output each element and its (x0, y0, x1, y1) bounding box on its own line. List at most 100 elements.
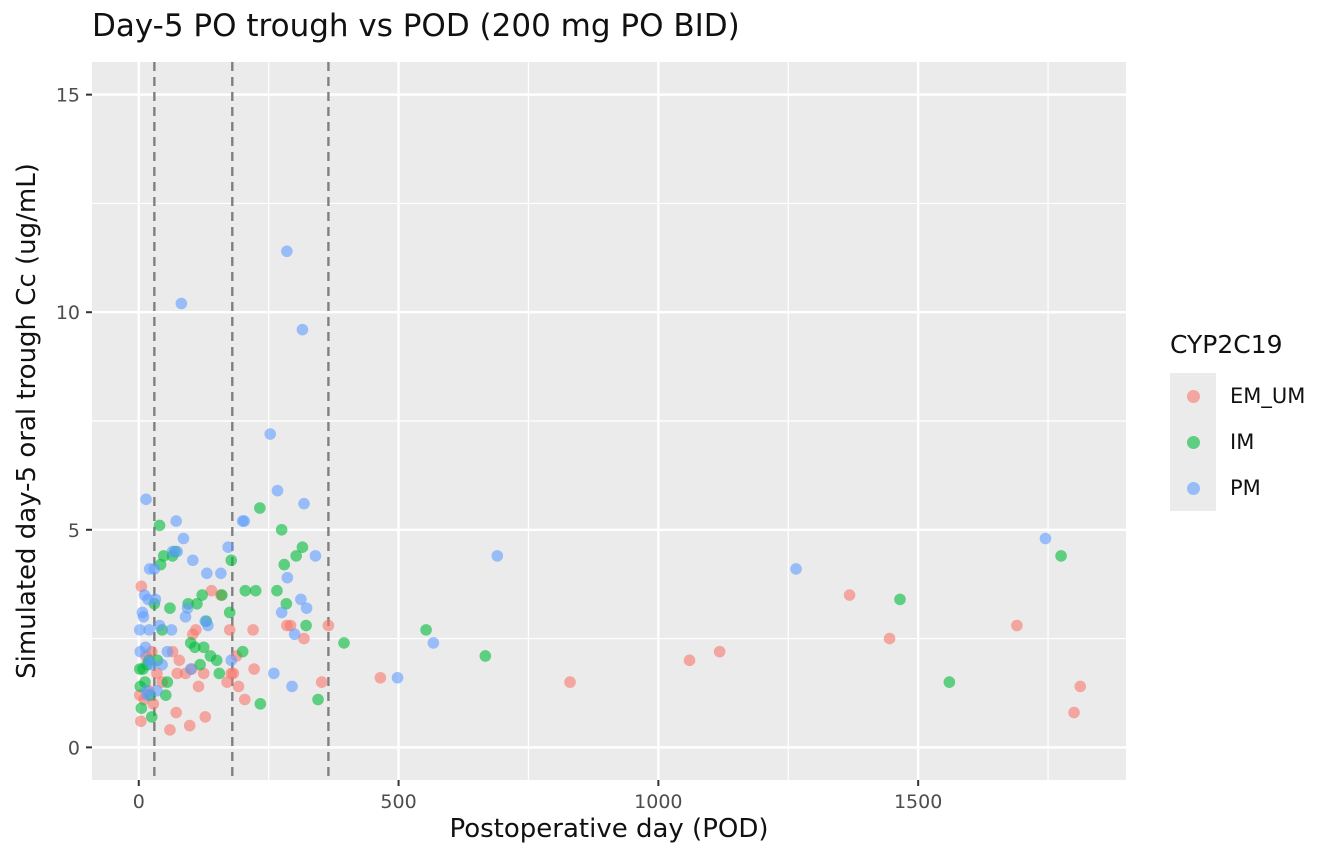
point-pm (215, 567, 227, 580)
point-pm (141, 689, 154, 701)
point-pm (391, 671, 404, 684)
legend-label-im: IM (1230, 430, 1255, 454)
legend-key-em-um (1170, 373, 1216, 419)
y-tick-label: 0 (68, 737, 80, 759)
point-em-um (151, 667, 163, 680)
point-im (225, 554, 238, 567)
point-im (943, 676, 956, 688)
point-im (280, 597, 293, 610)
point-pm (298, 497, 310, 510)
point-pm (281, 571, 294, 584)
point-em-um (221, 676, 233, 688)
point-pm (145, 658, 158, 671)
y-axis-label: Simulated day-5 oral trough Cc (ug/mL) (12, 163, 42, 679)
chart-title: Day-5 PO trough vs POD (200 mg PO BID) (92, 8, 740, 44)
point-pm (286, 680, 298, 693)
point-pm (177, 532, 190, 545)
point-pm (148, 563, 161, 575)
legend-item-pm: PM (1170, 465, 1305, 511)
point-im (254, 698, 267, 710)
point-im (191, 597, 203, 610)
point-em-um (713, 645, 726, 658)
point-im (338, 637, 350, 649)
x-tick-label: 500 (380, 791, 416, 813)
legend-marker-im (1186, 435, 1200, 449)
point-im (1055, 550, 1067, 562)
point-pm (238, 515, 251, 527)
point-im (236, 645, 249, 658)
point-im (894, 593, 906, 606)
point-em-um (238, 693, 251, 706)
point-em-um (199, 711, 212, 723)
point-em-um (171, 667, 184, 680)
point-pm (201, 567, 213, 580)
legend-marker-pm (1186, 481, 1200, 495)
point-em-um (170, 706, 182, 719)
point-pm (300, 602, 313, 614)
point-em-um (147, 698, 160, 710)
point-em-um (248, 663, 260, 675)
point-pm (295, 593, 307, 606)
point-im (145, 711, 158, 723)
point-pm (179, 611, 192, 623)
point-em-um (227, 667, 240, 680)
point-im (420, 624, 432, 636)
point-pm (153, 619, 166, 632)
point-im (189, 641, 201, 654)
point-im (223, 606, 236, 619)
point-em-um (173, 654, 186, 667)
point-im (213, 667, 226, 680)
point-pm (309, 550, 322, 562)
point-em-um (1068, 706, 1080, 719)
point-pm (171, 545, 184, 558)
point-em-um (683, 654, 696, 667)
point-pm (139, 641, 152, 654)
point-em-um (843, 589, 856, 601)
point-im (275, 523, 288, 536)
legend-keys: EM_UM IM PM (1170, 373, 1305, 511)
legend-key-pm (1170, 465, 1216, 511)
point-im (300, 619, 312, 632)
point-im (312, 693, 324, 706)
legend-label-em-um: EM_UM (1230, 384, 1306, 408)
point-im (157, 550, 170, 562)
x-axis-label: Postoperative day (POD) (449, 814, 769, 844)
point-em-um (883, 632, 896, 645)
point-im (139, 676, 151, 688)
point-pm (288, 628, 301, 641)
point-em-um (223, 624, 236, 636)
point-pm (184, 663, 197, 675)
point-em-um (1011, 619, 1023, 632)
point-em-um (183, 719, 196, 732)
point-im (194, 658, 206, 671)
x-tick-label: 0 (133, 791, 145, 813)
point-em-um (232, 680, 245, 693)
legend-item-im: IM (1170, 419, 1305, 465)
point-im (164, 602, 176, 614)
point-im (296, 541, 309, 553)
point-pm (170, 515, 182, 527)
point-em-um (564, 676, 576, 688)
point-pm (1039, 532, 1052, 545)
legend-title: CYP2C19 (1170, 330, 1283, 359)
y-tick-label: 15 (56, 85, 80, 107)
point-em-um (1074, 680, 1087, 693)
legend-item-em-um: EM_UM (1170, 373, 1305, 419)
point-em-um (322, 619, 335, 632)
point-pm (268, 667, 280, 680)
point-pm (161, 645, 174, 658)
point-pm (175, 297, 188, 310)
point-im (210, 654, 223, 667)
point-im (290, 550, 303, 562)
point-pm (181, 602, 194, 614)
point-im (197, 641, 210, 654)
point-im (479, 650, 492, 662)
point-pm (140, 493, 152, 506)
point-pm (281, 245, 293, 258)
point-em-um (374, 671, 387, 684)
point-im (249, 584, 262, 597)
point-em-um (315, 676, 328, 688)
legend-marker-em-um (1186, 389, 1200, 403)
point-em-um (247, 624, 259, 636)
